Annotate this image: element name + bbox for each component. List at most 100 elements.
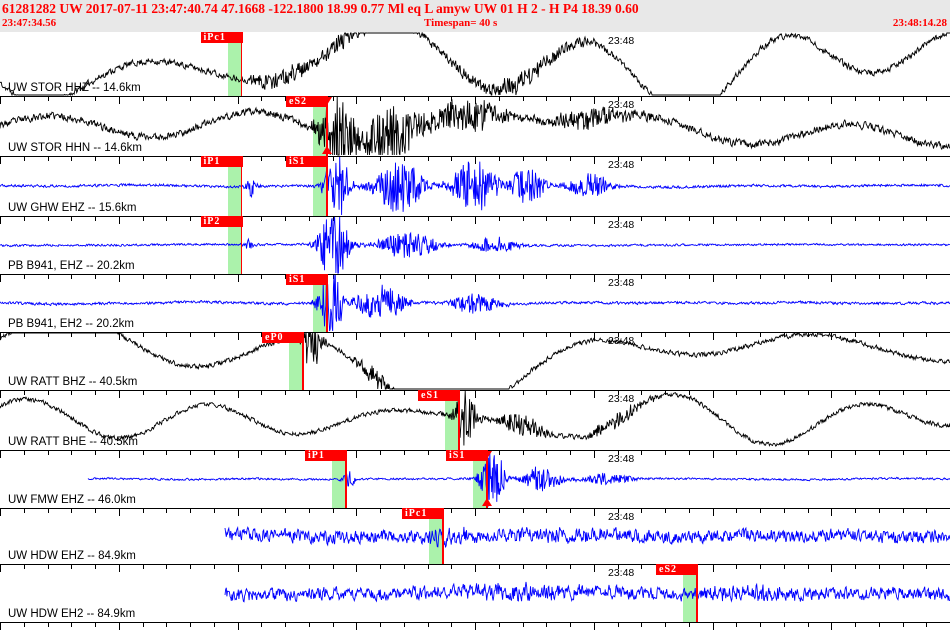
phase-pick-label[interactable]: iP1 xyxy=(200,156,243,167)
tick-mark xyxy=(142,333,144,337)
trace-separator xyxy=(0,390,950,391)
trace-row[interactable]: iP1 iS1 xyxy=(0,156,950,216)
tick-mark xyxy=(118,391,120,398)
channel-label[interactable]: UW GHW EHZ -- 15.6km xyxy=(8,202,137,214)
phase-pick-line[interactable] xyxy=(458,390,460,450)
tick-mark xyxy=(475,97,476,104)
tick-mark xyxy=(475,157,476,164)
trace-row[interactable]: iP2 xyxy=(0,216,950,274)
tick-mark xyxy=(736,333,738,337)
pick-uncertainty-band xyxy=(227,32,241,96)
tick-mark xyxy=(47,217,49,221)
tick-mark xyxy=(285,623,286,627)
tick-mark xyxy=(285,97,286,101)
channel-label[interactable]: PB B941, EHZ -- 20.2km xyxy=(8,260,135,272)
tick-mark xyxy=(427,157,429,161)
tick-mark xyxy=(736,157,738,161)
phase-pick-label[interactable]: eS2 xyxy=(656,564,698,575)
phase-pick-line[interactable] xyxy=(442,508,444,564)
phase-pick-label[interactable]: iS1 xyxy=(446,450,488,461)
tick-mark xyxy=(807,333,809,337)
trace-separator xyxy=(0,332,950,333)
tick-mark xyxy=(261,97,263,101)
phase-pick-line[interactable] xyxy=(486,450,488,508)
tick-mark xyxy=(71,623,73,627)
tick-mark xyxy=(95,509,96,513)
tick-mark xyxy=(451,275,453,279)
tick-mark xyxy=(570,391,571,395)
tick-mark xyxy=(926,333,928,337)
channel-label[interactable]: UW FMW EHZ -- 46.0km xyxy=(8,494,136,506)
waveform-line xyxy=(0,216,950,274)
tick-mark xyxy=(475,275,476,282)
channel-label[interactable]: UW RATT BHZ -- 40.5km xyxy=(8,376,138,388)
phase-pick-line[interactable] xyxy=(302,332,304,390)
tick-mark xyxy=(665,333,666,337)
tick-mark xyxy=(926,275,928,279)
tick-mark xyxy=(498,97,500,101)
tick-mark xyxy=(712,217,714,224)
trace-row[interactable]: eS1 xyxy=(0,390,950,450)
phase-pick-label[interactable]: iPc1 xyxy=(200,32,243,43)
tick-mark xyxy=(855,157,856,161)
tick-mark xyxy=(285,509,286,513)
phase-pick-label[interactable]: iS1 xyxy=(286,274,328,285)
phase-pick-label[interactable]: iS1 xyxy=(286,156,328,167)
tick-mark xyxy=(807,565,809,569)
tick-mark xyxy=(166,157,168,161)
tick-mark xyxy=(546,623,548,627)
phase-pick-label[interactable]: iPc1 xyxy=(402,508,444,519)
window-end-time: 23:48:14.28 xyxy=(892,17,947,29)
phase-pick-line[interactable] xyxy=(326,156,328,216)
tick-mark xyxy=(522,451,524,455)
waveform-panel[interactable]: iPc1 UW STOR HHZ -- 14.6km 23:48 eS2 UW STOR… xyxy=(0,32,950,640)
phase-pick-line[interactable] xyxy=(240,216,242,274)
tick-mark xyxy=(593,275,595,282)
trace-row[interactable]: iPc1 xyxy=(0,32,950,96)
tick-mark xyxy=(142,565,144,569)
phase-pick-label[interactable]: iP2 xyxy=(200,216,243,227)
tick-mark xyxy=(403,623,405,627)
trace-row[interactable]: iS1 xyxy=(0,274,950,332)
channel-label[interactable]: UW RATT BHE -- 40.5km xyxy=(8,436,138,448)
trace-row[interactable]: eS2 xyxy=(0,96,950,156)
tick-mark xyxy=(617,509,619,513)
tick-mark xyxy=(783,509,785,513)
trace-row[interactable]: eS2 xyxy=(0,564,950,622)
phase-pick-line[interactable] xyxy=(240,32,242,96)
tick-mark xyxy=(760,333,761,337)
phase-pick-line[interactable] xyxy=(326,96,328,156)
tick-mark xyxy=(23,157,25,161)
tick-mark xyxy=(47,623,49,627)
time-axis-header: 23:47:34.56 Timespan= 40 s 23:48:14.28 xyxy=(0,16,950,32)
phase-pick-line[interactable] xyxy=(696,564,698,622)
phase-pick-label[interactable]: eP0 xyxy=(262,332,304,343)
channel-label[interactable]: UW STOR HHN -- 14.6km xyxy=(8,142,142,154)
channel-label[interactable]: UW STOR HHZ -- 14.6km xyxy=(8,82,141,94)
tick-mark xyxy=(807,451,809,455)
channel-label[interactable]: PB B941, EH2 -- 20.2km xyxy=(8,318,134,330)
phase-pick-line[interactable] xyxy=(240,156,242,216)
tick-mark xyxy=(498,451,500,455)
tick-mark xyxy=(617,623,619,627)
waveform-line xyxy=(224,581,950,603)
tick-mark xyxy=(356,509,358,516)
channel-label[interactable]: UW HDW EHZ -- 84.9km xyxy=(8,550,136,562)
tick-mark xyxy=(403,97,405,101)
tick-mark xyxy=(285,391,286,395)
tick-mark xyxy=(380,565,381,569)
trace-row[interactable]: eP0 xyxy=(0,332,950,390)
phase-pick-line[interactable] xyxy=(345,450,347,508)
trace-row[interactable]: iP1 iS1 xyxy=(0,450,950,508)
tick-mark xyxy=(118,565,120,572)
tick-mark xyxy=(71,333,73,337)
phase-pick-label[interactable]: eS1 xyxy=(418,390,460,401)
tick-mark xyxy=(688,217,690,221)
trace-row[interactable]: iPc1 xyxy=(0,508,950,564)
channel-label[interactable]: UW HDW EH2 -- 84.9km xyxy=(8,608,136,620)
phase-pick-line[interactable] xyxy=(326,274,328,332)
phase-pick-label[interactable]: eS2 xyxy=(286,96,328,107)
tick-mark xyxy=(308,565,310,569)
phase-pick-label[interactable]: iP1 xyxy=(305,450,347,461)
tick-mark xyxy=(213,333,215,337)
